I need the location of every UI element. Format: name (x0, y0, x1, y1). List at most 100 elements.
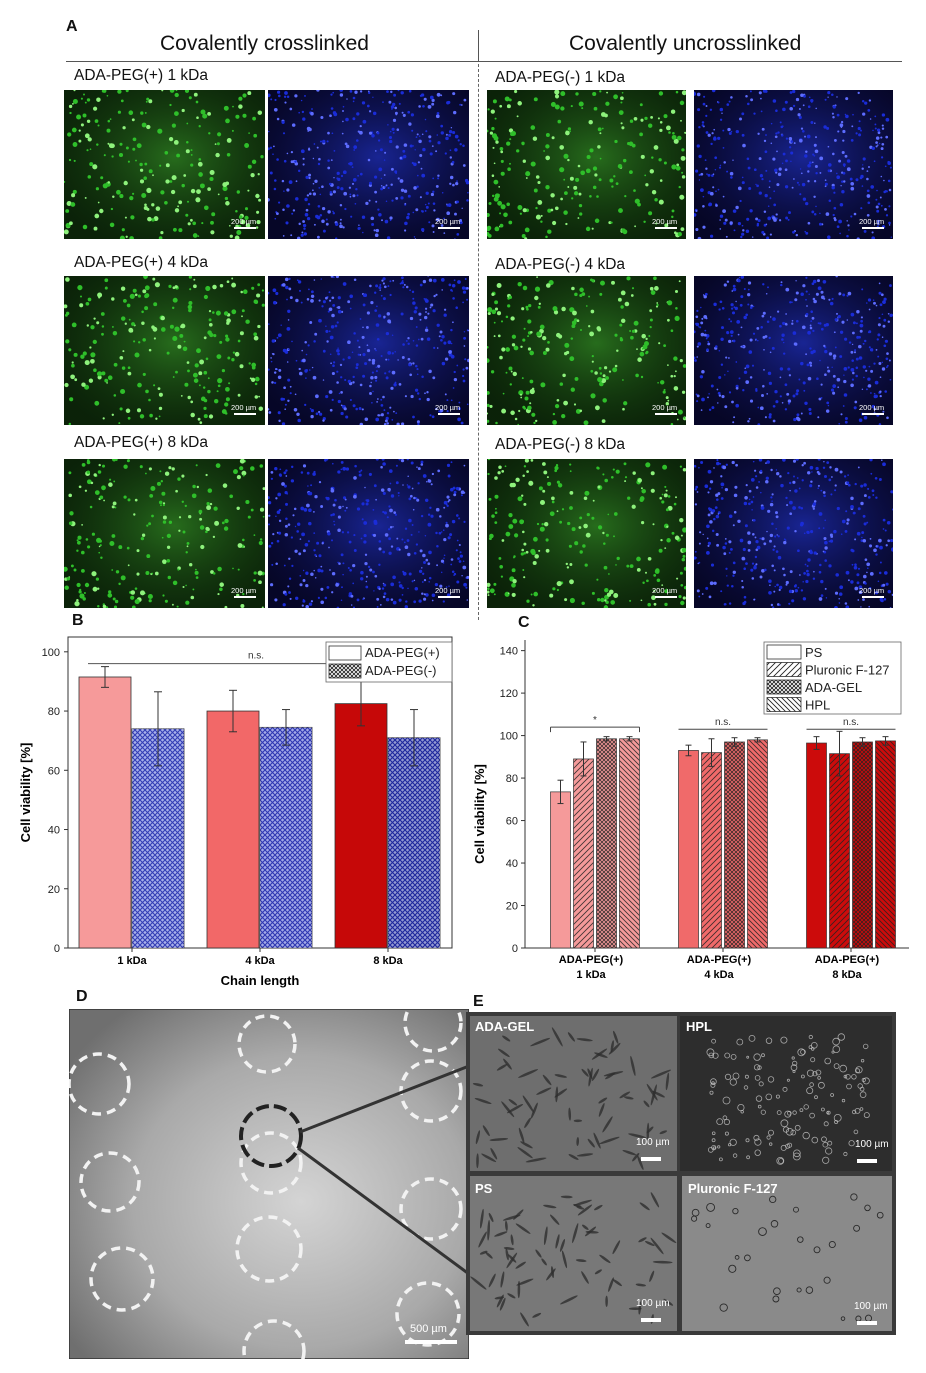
tile-scale-label-1: 100 µm (636, 1137, 670, 1148)
y-tick-label: 40 (48, 825, 60, 837)
micrograph-scale-label: 200 µm (435, 403, 460, 412)
panel-d-scale-label: 500 µm (410, 1323, 447, 1335)
legend-label: Pluronic F-127 (805, 663, 890, 678)
x-tick-label: 8 kDa (373, 955, 403, 967)
y-axis-label: Cell viability [%] (472, 764, 487, 864)
row1-left-label: ADA-PEG(+) 1 kDa (74, 67, 208, 84)
micrograph-scale-label: 200 µm (435, 217, 460, 226)
row3-right-label: ADA-PEG(-) 8 kDa (495, 436, 626, 453)
x-axis-label: Chain length (221, 973, 300, 988)
tile-scale-label-4: 100 µm (854, 1301, 888, 1312)
bar-pattern (573, 758, 594, 948)
micrograph-3-4: 200 µm (694, 459, 893, 608)
y-tick-label: 60 (506, 816, 518, 828)
y-tick-label: 80 (506, 773, 518, 785)
bar-hatch-2 (260, 727, 312, 948)
micrograph-scale-bar (655, 596, 677, 598)
x-tick-label: 8 kDa (832, 969, 862, 981)
y-tick-label: 100 (500, 731, 518, 743)
micrograph-scale-bar (862, 227, 884, 229)
micrograph-2-3: 200 µm (487, 276, 686, 425)
micrograph-scale-label: 200 µm (652, 586, 677, 595)
bar-pattern (619, 738, 640, 948)
micrograph-2-1: 200 µm (64, 276, 265, 425)
bar-pattern (701, 752, 722, 948)
micrograph-scale-bar (862, 413, 884, 415)
y-tick-label: 80 (48, 706, 60, 718)
panel-c-letter: C (518, 614, 530, 631)
legend-swatch-minus (328, 663, 362, 679)
panel-b-letter: B (72, 612, 84, 629)
x-tick-label: ADA-PEG(+) (815, 954, 880, 966)
micrograph-scale-bar (234, 413, 256, 415)
micrograph-scale-bar (234, 596, 256, 598)
tile-scale-label-3: 100 µm (636, 1298, 670, 1309)
y-tick-label: 0 (54, 943, 60, 955)
micrograph-3-1: 200 µm (64, 459, 265, 608)
significance-label: n.s. (715, 717, 731, 728)
legend-label: PS (805, 645, 823, 660)
phase-contrast-tile-3 (470, 1176, 677, 1331)
bar-1-group-3 (806, 742, 827, 949)
chart-b: 0 20 40 60 80 100 Cell viability [%] Chain leng… (18, 636, 453, 988)
legend-swatch-pattern (767, 680, 801, 694)
micrograph-scale-label: 200 µm (435, 586, 460, 595)
micrograph-scale-label: 200 µm (231, 586, 256, 595)
x-tick-label: ADA-PEG(+) (559, 954, 624, 966)
micrograph-1-1: 200 µm (64, 90, 265, 239)
hydrogel-droplet-circles (69, 1009, 463, 1359)
micrograph-scale-label: 200 µm (859, 217, 884, 226)
bar-plus-1 (78, 676, 132, 949)
legend-label-minus: ADA-PEG(-) (365, 663, 437, 678)
tile-label-ada-gel: ADA-GEL (475, 1019, 535, 1034)
phase-contrast-tile-1 (470, 1016, 677, 1171)
micrograph-scale-bar (234, 227, 256, 229)
bar-1-group-2 (678, 750, 699, 949)
row1-right-label: ADA-PEG(-) 1 kDa (495, 69, 626, 86)
micrograph-3-2: 200 µm (268, 459, 469, 608)
y-tick-label: 100 (42, 647, 60, 659)
phase-contrast-tile-2 (680, 1016, 892, 1171)
tile-label-ps: PS (475, 1181, 493, 1196)
bar-pattern (747, 739, 768, 948)
micrograph-scale-label: 200 µm (231, 403, 256, 412)
micrograph-2-4: 200 µm (694, 276, 893, 425)
panel-d-image (69, 1009, 469, 1359)
micrograph-scale-bar (438, 227, 460, 229)
scale-bar (405, 1340, 457, 1344)
bar-pattern (724, 741, 745, 948)
y-tick-label: 0 (512, 943, 518, 955)
row3-left-label: ADA-PEG(+) 8 kDa (74, 434, 208, 451)
tile-scale-bar (857, 1321, 877, 1325)
phase-contrast-tile-4 (682, 1176, 892, 1331)
panel-d-letter: D (76, 988, 88, 1005)
y-tick-label: 60 (48, 765, 60, 777)
x-tick-label: 4 kDa (704, 969, 734, 981)
tile-scale-bar (641, 1157, 661, 1161)
legend-label-plus: ADA-PEG(+) (365, 645, 440, 660)
micrograph-scale-label: 200 µm (652, 403, 677, 412)
chart-c: 0 20 40 60 80 100 120 140 Cell viability [%] * ADA… (472, 640, 909, 981)
micrograph-2-2: 200 µm (268, 276, 469, 425)
significance-label: * (593, 715, 597, 726)
legend-swatch (766, 644, 802, 660)
panel-e-letter: E (473, 993, 484, 1010)
bar-plus-3 (334, 703, 388, 949)
left-column-title: Covalently crosslinked (160, 32, 369, 55)
bar-pattern (829, 753, 850, 948)
micrograph-scale-label: 200 µm (859, 586, 884, 595)
x-tick-label: ADA-PEG(+) (687, 954, 752, 966)
title-divider (478, 30, 479, 62)
bar-pattern (596, 738, 617, 948)
y-tick-label: 40 (506, 858, 518, 870)
x-tick-label: 4 kDa (245, 955, 275, 967)
micrograph-scale-label: 200 µm (859, 403, 884, 412)
legend-swatch-plus (328, 645, 362, 661)
micrograph-scale-bar (438, 413, 460, 415)
micrograph-scale-bar (438, 596, 460, 598)
y-tick-label: 20 (506, 901, 518, 913)
legend-label: ADA-GEL (805, 680, 862, 695)
micrograph-1-3: 200 µm (487, 90, 686, 239)
tile-label-pluronic: Pluronic F-127 (688, 1181, 778, 1196)
y-axis-label: Cell viability [%] (18, 743, 33, 843)
